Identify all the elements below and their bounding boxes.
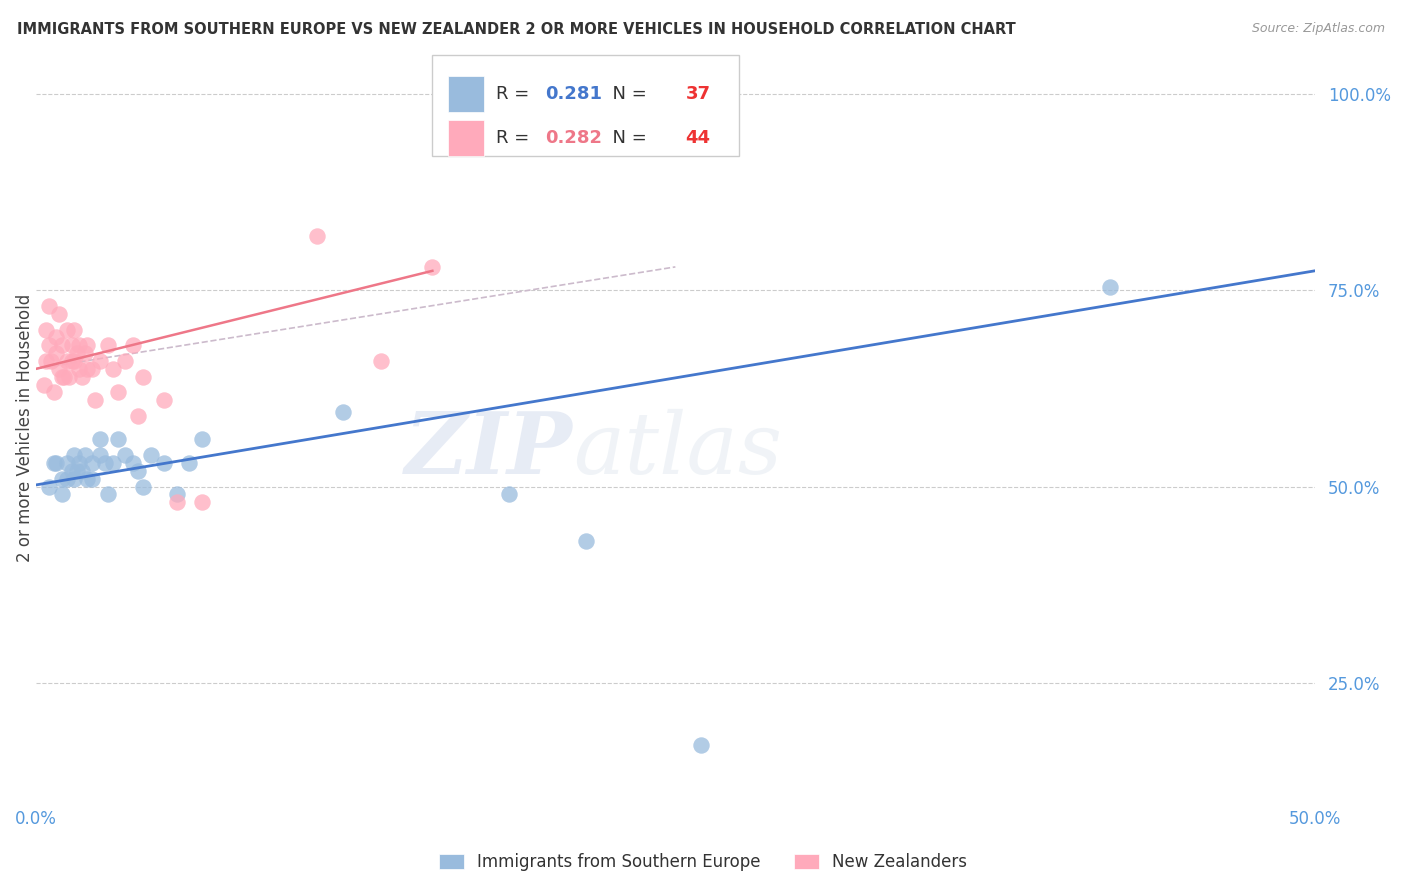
Text: atlas: atlas xyxy=(574,409,782,491)
Point xyxy=(96,487,118,501)
Point xyxy=(132,369,155,384)
Point xyxy=(575,534,598,549)
Point xyxy=(690,739,713,753)
Point xyxy=(45,330,67,344)
Point xyxy=(63,323,86,337)
Point xyxy=(48,307,70,321)
Point xyxy=(89,448,111,462)
Point xyxy=(63,472,86,486)
Point xyxy=(51,487,73,501)
Point xyxy=(127,409,149,423)
Point xyxy=(70,369,93,384)
Text: 37: 37 xyxy=(686,86,710,103)
Point xyxy=(89,354,111,368)
Point xyxy=(82,472,104,486)
Point xyxy=(122,338,145,352)
Point xyxy=(498,487,520,501)
Text: N =: N = xyxy=(602,86,652,103)
Point xyxy=(67,456,90,470)
Point xyxy=(1099,279,1122,293)
Point xyxy=(101,456,124,470)
Point xyxy=(35,323,58,337)
Point xyxy=(51,369,73,384)
Point xyxy=(63,448,86,462)
Point xyxy=(89,433,111,447)
Point xyxy=(122,456,145,470)
Point xyxy=(38,299,60,313)
Text: R =: R = xyxy=(496,86,536,103)
Point xyxy=(60,354,83,368)
Point xyxy=(82,362,104,376)
Point xyxy=(107,385,129,400)
Point xyxy=(45,346,67,360)
Point xyxy=(179,456,201,470)
Text: 0.281: 0.281 xyxy=(546,86,602,103)
Point xyxy=(32,377,55,392)
Point xyxy=(101,362,124,376)
Text: 0.282: 0.282 xyxy=(546,128,602,146)
Legend: Immigrants from Southern Europe, New Zealanders: Immigrants from Southern Europe, New Zea… xyxy=(430,845,976,880)
Point xyxy=(153,456,176,470)
Point xyxy=(58,369,80,384)
Point xyxy=(63,354,86,368)
Point xyxy=(166,495,188,509)
Point xyxy=(73,346,96,360)
Point xyxy=(51,472,73,486)
Point xyxy=(191,495,214,509)
Point xyxy=(370,354,392,368)
Point xyxy=(48,362,70,376)
Point xyxy=(53,369,76,384)
Point xyxy=(51,338,73,352)
Point xyxy=(60,338,83,352)
Point xyxy=(38,338,60,352)
Point xyxy=(67,362,90,376)
Point xyxy=(76,362,98,376)
Point xyxy=(107,433,129,447)
Point xyxy=(332,405,354,419)
Point xyxy=(60,464,83,478)
Point xyxy=(132,479,155,493)
Y-axis label: 2 or more Vehicles in Household: 2 or more Vehicles in Household xyxy=(15,293,34,562)
Point xyxy=(38,479,60,493)
Text: N =: N = xyxy=(602,128,652,146)
Text: R =: R = xyxy=(496,128,536,146)
Point xyxy=(94,456,117,470)
Point xyxy=(307,228,329,243)
Point xyxy=(42,385,65,400)
Point xyxy=(127,464,149,478)
Point xyxy=(114,448,136,462)
Point xyxy=(83,393,105,408)
Point xyxy=(422,260,444,274)
Point xyxy=(39,354,62,368)
Point xyxy=(82,456,104,470)
Point xyxy=(76,338,98,352)
Point xyxy=(35,354,58,368)
Point xyxy=(66,346,89,360)
Point xyxy=(55,323,77,337)
Point xyxy=(191,433,214,447)
Text: 44: 44 xyxy=(686,128,710,146)
Bar xyxy=(433,55,740,156)
Point xyxy=(73,448,96,462)
Point xyxy=(166,487,188,501)
Point xyxy=(76,472,98,486)
Point xyxy=(55,354,77,368)
Text: IMMIGRANTS FROM SOUTHERN EUROPE VS NEW ZEALANDER 2 OR MORE VEHICLES IN HOUSEHOLD: IMMIGRANTS FROM SOUTHERN EUROPE VS NEW Z… xyxy=(17,22,1015,37)
Point xyxy=(66,464,89,478)
Text: ZIP: ZIP xyxy=(405,409,574,491)
Point xyxy=(42,456,65,470)
Bar xyxy=(447,120,484,155)
Point xyxy=(45,456,67,470)
Point xyxy=(70,464,93,478)
Point xyxy=(153,393,176,408)
Point xyxy=(67,338,90,352)
Point xyxy=(55,472,77,486)
Point xyxy=(96,338,118,352)
Point xyxy=(139,448,162,462)
Text: Source: ZipAtlas.com: Source: ZipAtlas.com xyxy=(1251,22,1385,36)
Point xyxy=(114,354,136,368)
Point xyxy=(55,456,77,470)
Bar xyxy=(447,77,484,112)
